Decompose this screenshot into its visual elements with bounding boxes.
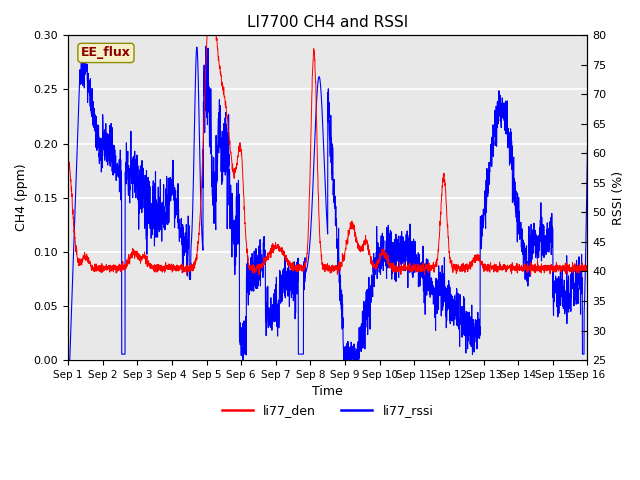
Y-axis label: RSSI (%): RSSI (%) xyxy=(612,170,625,225)
Legend: li77_den, li77_rssi: li77_den, li77_rssi xyxy=(217,399,438,422)
Y-axis label: CH4 (ppm): CH4 (ppm) xyxy=(15,164,28,231)
X-axis label: Time: Time xyxy=(312,385,343,398)
Text: EE_flux: EE_flux xyxy=(81,47,131,60)
Title: LI7700 CH4 and RSSI: LI7700 CH4 and RSSI xyxy=(247,15,408,30)
